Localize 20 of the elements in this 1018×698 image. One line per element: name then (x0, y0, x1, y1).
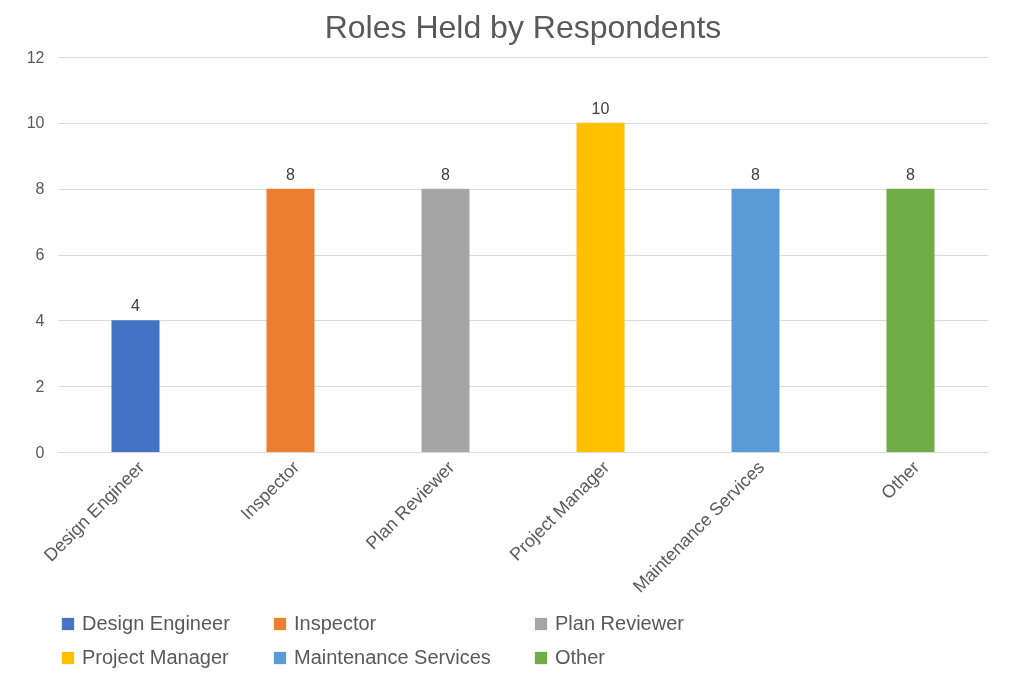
chart-title: Roles Held by Respondents (324, 9, 722, 45)
y-tick-label: 12 (26, 48, 45, 66)
y-tick-label: 4 (35, 311, 45, 329)
y-tick-label: 2 (35, 377, 45, 395)
legend-label: Maintenance Services (294, 646, 491, 668)
y-tick-label: 6 (35, 246, 45, 263)
y-tick-label: 0 (35, 443, 45, 461)
data-label: 4 (131, 297, 141, 315)
data-label: 8 (441, 165, 451, 183)
y-tick-label: 8 (35, 180, 45, 198)
legend-label: Inspector (294, 612, 377, 634)
data-label: 8 (751, 165, 761, 183)
y-tick-label: 10 (26, 114, 45, 132)
legend-label: Project Manager (82, 646, 230, 668)
legend-label: Design Engineer (82, 612, 231, 634)
legend-label: Other (555, 646, 606, 668)
data-label: 8 (286, 165, 296, 183)
legend-label: Plan Reviewer (555, 612, 685, 634)
data-label: 10 (591, 99, 610, 117)
data-label: 8 (906, 165, 916, 183)
